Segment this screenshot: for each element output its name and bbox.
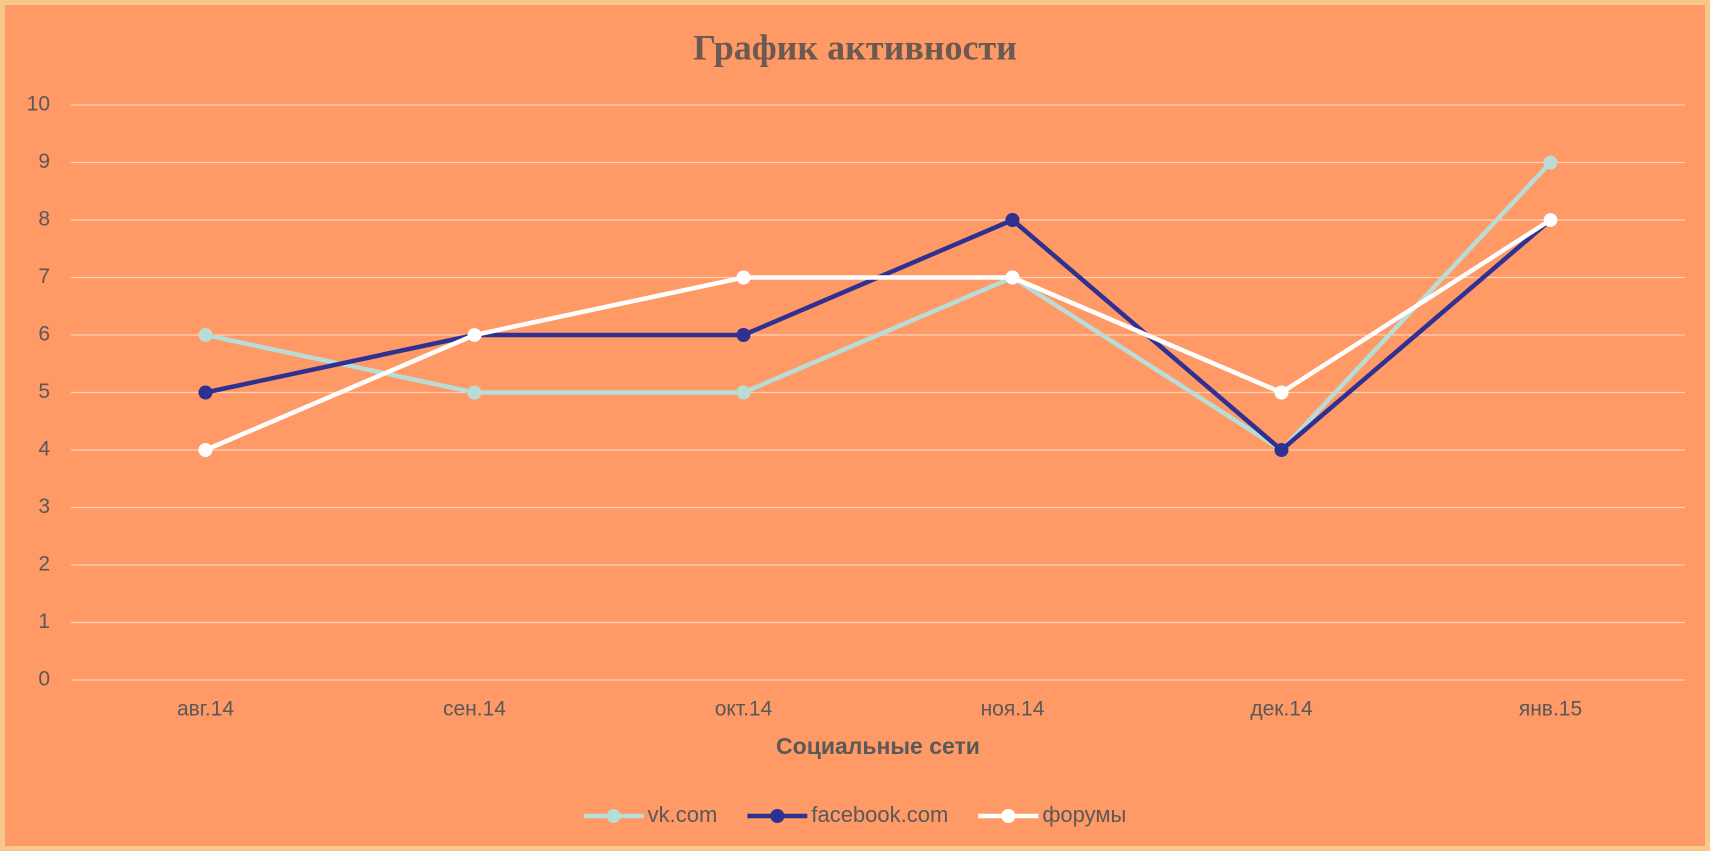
data-point — [1274, 443, 1289, 457]
y-tick-label: 5 — [38, 380, 50, 403]
y-tick-label: 7 — [38, 265, 50, 288]
x-axis-label: Социальные сети — [776, 733, 980, 759]
x-tick-label: сен.14 — [443, 698, 506, 721]
data-point — [467, 328, 482, 342]
data-point — [736, 270, 751, 285]
data-point — [736, 328, 751, 342]
y-tick-label: 9 — [38, 150, 50, 173]
data-point — [198, 328, 213, 342]
legend-label: vk.com — [648, 802, 718, 827]
data-point — [1543, 213, 1558, 227]
data-point — [1543, 155, 1558, 170]
y-tick-label: 0 — [38, 668, 50, 691]
y-tick-label: 1 — [38, 610, 50, 633]
y-tick-label: 3 — [38, 495, 50, 518]
y-tick-label: 2 — [38, 553, 50, 576]
y-tick-label: 8 — [38, 208, 50, 231]
legend-marker — [1001, 809, 1016, 823]
x-tick-label: дек.14 — [1250, 698, 1313, 721]
legend-marker — [606, 809, 621, 823]
data-point — [198, 385, 213, 400]
chart-title: График активности — [693, 27, 1017, 67]
y-tick-label: 10 — [27, 93, 50, 116]
data-point — [1005, 270, 1020, 285]
data-point — [467, 385, 482, 400]
y-tick-label: 4 — [38, 438, 50, 461]
series-line — [205, 160, 1553, 453]
data-point — [1274, 385, 1289, 400]
legend-label: facebook.com — [811, 802, 948, 827]
x-tick-label: янв.15 — [1519, 698, 1582, 721]
data-point — [1005, 213, 1020, 227]
x-tick-label: окт.14 — [715, 698, 773, 721]
legend-marker — [770, 809, 785, 823]
legend-label: форумы — [1042, 802, 1126, 827]
data-point — [736, 385, 751, 400]
data-point — [198, 443, 213, 457]
y-tick-label: 6 — [38, 323, 50, 346]
x-tick-label: авг.14 — [177, 698, 234, 721]
x-tick-label: ноя.14 — [981, 698, 1045, 721]
series-line — [204, 218, 1552, 453]
chart-background — [5, 5, 1705, 846]
